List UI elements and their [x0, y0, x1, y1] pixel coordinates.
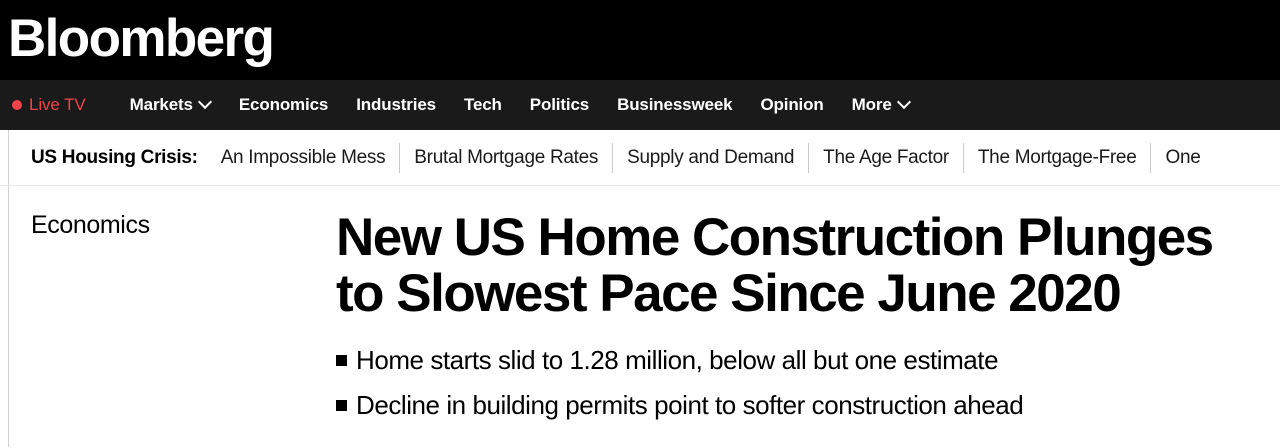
article-header: Economics New US Home Construction Plung…: [9, 186, 1280, 447]
subnav-link-an-impossible-mess[interactable]: An Impossible Mess: [220, 146, 386, 168]
nav-label-businessweek: Businessweek: [617, 94, 733, 114]
nav-item-politics[interactable]: Politics: [516, 95, 603, 115]
summary-bullet-text: Home starts slid to 1.28 million, below …: [356, 345, 999, 376]
list-item: Home starts slid to 1.28 million, below …: [336, 344, 1280, 377]
left-vertical-rule: [8, 186, 9, 447]
nav-item-more[interactable]: More: [838, 95, 924, 115]
nav-label-economics: Economics: [238, 94, 329, 114]
nav-label-politics: Politics: [529, 94, 590, 114]
article-body-wrapper: Economics New US Home Construction Plung…: [0, 186, 1280, 447]
topic-subnav-bar: US Housing Crisis: An Impossible Mess Br…: [0, 130, 1280, 186]
site-masthead: Bloomberg: [0, 0, 1280, 80]
nav-item-businessweek[interactable]: Businessweek: [603, 95, 746, 115]
left-vertical-rule: [8, 130, 9, 185]
article-category-label[interactable]: Economics: [31, 211, 150, 239]
bullet-square-icon: [336, 355, 347, 367]
subnav-link-one[interactable]: One: [1165, 146, 1201, 168]
article-summary-list: Home starts slid to 1.28 million, below …: [336, 344, 1280, 422]
list-item: Decline in building permits point to sof…: [336, 389, 1280, 422]
headline-line-1: New US Home Construction Plunges: [336, 208, 1214, 267]
nav-item-live-tv[interactable]: Live TV: [10, 95, 88, 115]
primary-navigation: Live TV Markets Economics Industries Tec…: [0, 80, 1280, 130]
nav-label-markets: Markets: [129, 94, 193, 114]
subnav-divider: [1150, 142, 1152, 173]
live-indicator-dot: [12, 99, 22, 110]
live-tv-label: Live TV: [29, 94, 86, 114]
chevron-down-icon: [899, 97, 910, 108]
subnav-link-the-age-factor[interactable]: The Age Factor: [823, 146, 949, 168]
nav-item-markets[interactable]: Markets: [116, 95, 225, 115]
subnav-link-brutal-mortgage-rates[interactable]: Brutal Mortgage Rates: [414, 146, 599, 168]
chevron-down-icon: [200, 97, 211, 108]
subnav-divider: [962, 142, 964, 173]
bullet-square-icon: [336, 399, 347, 411]
nav-item-opinion[interactable]: Opinion: [746, 95, 837, 115]
topic-series-title: US Housing Crisis:: [31, 146, 198, 168]
subnav-link-supply-and-demand[interactable]: Supply and Demand: [627, 146, 795, 168]
subnav-divider: [612, 142, 614, 173]
nav-label-more: More: [851, 94, 892, 114]
nav-label-tech: Tech: [463, 94, 502, 114]
article-headline-column: New US Home Construction Plunges to Slow…: [336, 208, 1280, 447]
nav-item-economics[interactable]: Economics: [225, 95, 342, 115]
nav-item-industries[interactable]: Industries: [342, 95, 450, 115]
article-headline[interactable]: New US Home Construction Plunges to Slow…: [336, 208, 1280, 324]
subnav-divider: [808, 142, 810, 173]
summary-bullet-text: Decline in building permits point to sof…: [356, 389, 1024, 420]
bloomberg-logo[interactable]: Bloomberg: [8, 8, 275, 68]
nav-item-tech[interactable]: Tech: [450, 95, 516, 115]
subnav-link-the-mortgage-free[interactable]: The Mortgage-Free: [977, 146, 1137, 168]
headline-line-2: to Slowest Pace Since June 2020: [336, 264, 1122, 324]
nav-label-industries: Industries: [356, 94, 436, 114]
nav-label-opinion: Opinion: [760, 94, 824, 114]
article-category-column: Economics: [9, 210, 336, 447]
topic-subnav: US Housing Crisis: An Impossible Mess Br…: [9, 130, 1280, 185]
subnav-divider: [399, 142, 401, 173]
